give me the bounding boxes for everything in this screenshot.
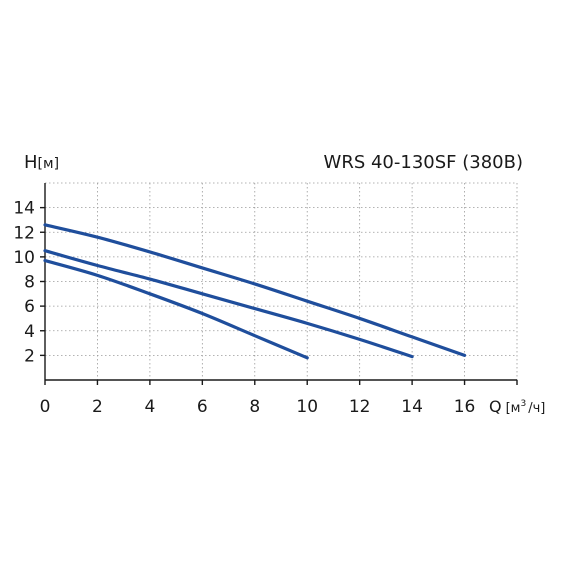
- x-tick-label: 0: [40, 397, 51, 417]
- x-axis-label-unit-pre: [м: [506, 401, 521, 416]
- x-axis-label-unit-sup: 3: [520, 399, 526, 409]
- y-tick-label: 6: [24, 297, 35, 317]
- x-tick-label: 10: [296, 397, 318, 417]
- axis-layer: [40, 183, 518, 385]
- tick-label-layer: 0 2 4 6 8 10 12 14 16 2 4 6 8 10 12 14: [13, 199, 475, 417]
- series-layer: [43, 223, 467, 360]
- x-tick-label: 16: [454, 397, 476, 417]
- x-tick-label: 8: [249, 397, 260, 417]
- y-axis-label-unit: [м]: [38, 156, 60, 172]
- y-tick-label: 2: [24, 346, 35, 366]
- x-tick-label: 2: [92, 397, 103, 417]
- pump-curve-3: [43, 223, 467, 357]
- y-tick-label: 14: [13, 199, 35, 219]
- y-tick-label: 4: [24, 322, 35, 342]
- chart-title: WRS 40-130SF (380В): [324, 152, 523, 173]
- x-axis-label: Q [м3/ч]: [489, 397, 545, 416]
- pump-curve-1: [43, 258, 309, 360]
- y-tick-label: 10: [13, 248, 35, 268]
- x-tick-label: 4: [144, 397, 155, 417]
- x-tick-label: 14: [401, 397, 423, 417]
- x-tick-label: 6: [197, 397, 208, 417]
- x-axis-label-unit-post: /ч]: [528, 401, 545, 416]
- x-tick-label: 12: [349, 397, 371, 417]
- grid-layer: [45, 182, 518, 380]
- pump-curve-2: [43, 249, 414, 359]
- y-tick-label: 8: [24, 273, 35, 293]
- y-axis-label: H[м]: [24, 152, 59, 173]
- y-tick-label: 12: [13, 223, 35, 243]
- y-axis-label-symbol: H: [24, 152, 38, 173]
- x-axis-label-symbol: Q: [489, 397, 502, 416]
